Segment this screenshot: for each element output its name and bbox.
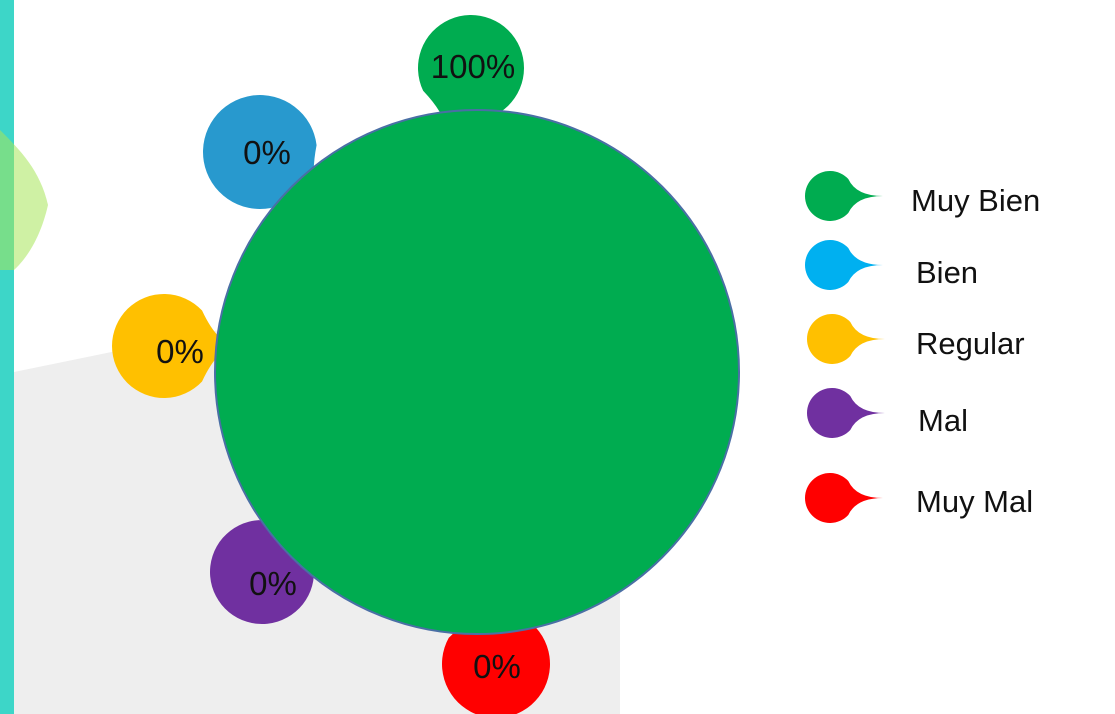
callout-bubble-muy-bien xyxy=(417,14,524,136)
data-label-regular: 0% xyxy=(156,333,204,370)
legend-marker-regular xyxy=(806,314,885,364)
legend-label-muy-bien: Muy Bien xyxy=(911,183,1040,218)
data-label-mal: 0% xyxy=(249,565,297,602)
pie-slice-muy-bien xyxy=(214,109,740,635)
left-accent-strip xyxy=(0,0,14,714)
data-label-bien: 0% xyxy=(243,134,291,171)
callout-bubble-regular xyxy=(112,294,238,399)
pie-group xyxy=(214,109,740,635)
legend-label-bien: Bien xyxy=(916,255,978,290)
legend-marker-muy-mal xyxy=(805,472,883,523)
data-label-muy-mal: 0% xyxy=(473,648,521,685)
legend-label-mal: Mal xyxy=(918,403,968,438)
callout-bubble-bien xyxy=(203,95,324,209)
legend-marker-bien xyxy=(804,239,883,290)
legend-marker-mal xyxy=(806,388,885,439)
legend: Muy Bien Bien Regular Mal Muy Mal xyxy=(804,171,1040,523)
left-accent-wave xyxy=(0,130,48,270)
data-label-muy-bien: 100% xyxy=(431,48,515,85)
legend-label-muy-mal: Muy Mal xyxy=(916,484,1033,519)
legend-marker-muy-bien xyxy=(805,171,883,221)
legend-label-regular: Regular xyxy=(916,326,1025,361)
